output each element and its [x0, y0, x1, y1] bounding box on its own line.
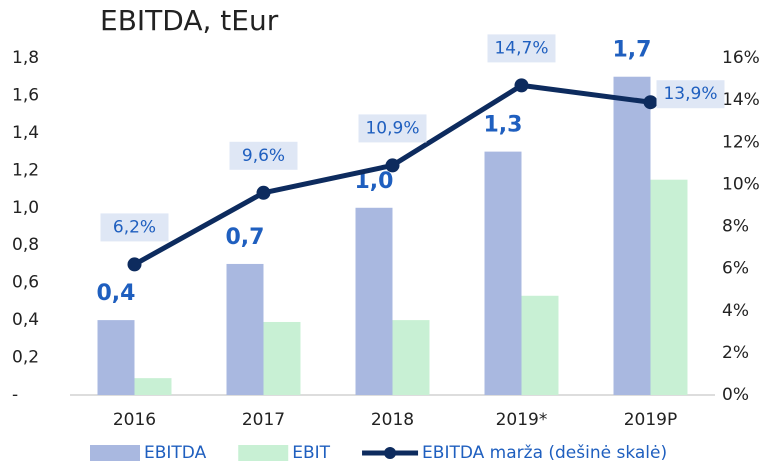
line-label-box [487, 34, 556, 63]
y-tick-label: 0,6 [12, 273, 39, 293]
y2-tick-label: 12% [722, 132, 760, 152]
line-point [643, 95, 658, 110]
y-tick-label: 1,4 [12, 123, 39, 143]
bar-value-label: 1,7 [613, 38, 652, 63]
y2-tick-label: 16% [722, 48, 760, 68]
y2-tick-label: 10% [722, 174, 760, 194]
bar [521, 295, 559, 395]
x-tick-label: 2018 [371, 410, 414, 430]
line-value-label: 9,6% [242, 146, 285, 166]
bar [226, 263, 264, 395]
y2-tick-label: 14% [722, 90, 760, 110]
legend-label: EBIT [292, 443, 330, 463]
bar [484, 151, 522, 395]
x-tick-label: 2017 [242, 410, 285, 430]
line-label-box [656, 80, 725, 109]
y2-tick-label: 8% [722, 217, 749, 237]
bar [392, 320, 430, 395]
legend-marker [384, 447, 397, 459]
bar-value-label: 0,7 [226, 225, 265, 250]
line-label-box [229, 141, 298, 170]
y-tick-label: 0,2 [12, 348, 39, 368]
line-point [385, 158, 400, 173]
y-tick-label: 1,2 [12, 160, 39, 180]
legend-swatch [238, 445, 289, 461]
bar [97, 320, 135, 395]
y-tick-label: 0,8 [12, 235, 39, 255]
y2-tick-label: 2% [722, 343, 749, 363]
x-tick-label: 2016 [113, 410, 156, 430]
line-point [514, 78, 529, 93]
line-label-box [358, 114, 427, 143]
y-tick-label: 1,8 [12, 48, 39, 68]
bar-value-label: 0,4 [97, 281, 136, 306]
legend-label: EBITDA marža (dešinė skalė) [422, 443, 667, 463]
y-tick-label: 1,6 [12, 85, 39, 105]
bar [134, 378, 172, 395]
line-label-box [100, 213, 169, 242]
line-value-label: 10,9% [365, 118, 419, 138]
y2-tick-label: 4% [722, 301, 749, 321]
line-value-label: 13,9% [663, 84, 717, 104]
bar [613, 76, 651, 395]
y2-tick-label: 6% [722, 259, 749, 279]
bar [355, 207, 393, 395]
bar [650, 179, 688, 395]
y-tick-label: 0,4 [12, 310, 39, 330]
chart-title: EBITDA, tEur [100, 4, 279, 37]
line-value-label: 14,7% [494, 38, 548, 58]
line-point [127, 257, 142, 272]
line-value-label: 6,2% [113, 217, 156, 237]
line-point [256, 185, 271, 200]
x-tick-label: 2019P [624, 410, 678, 430]
x-tick-label: 2019* [496, 410, 548, 430]
bar [263, 321, 301, 395]
bar-value-label: 1,3 [484, 113, 523, 138]
legend-label: EBITDA [144, 443, 207, 463]
y-tick-label: - [12, 385, 18, 405]
y2-tick-label: 0% [722, 385, 749, 405]
y-tick-label: 1,0 [12, 198, 39, 218]
legend-swatch [90, 445, 140, 461]
